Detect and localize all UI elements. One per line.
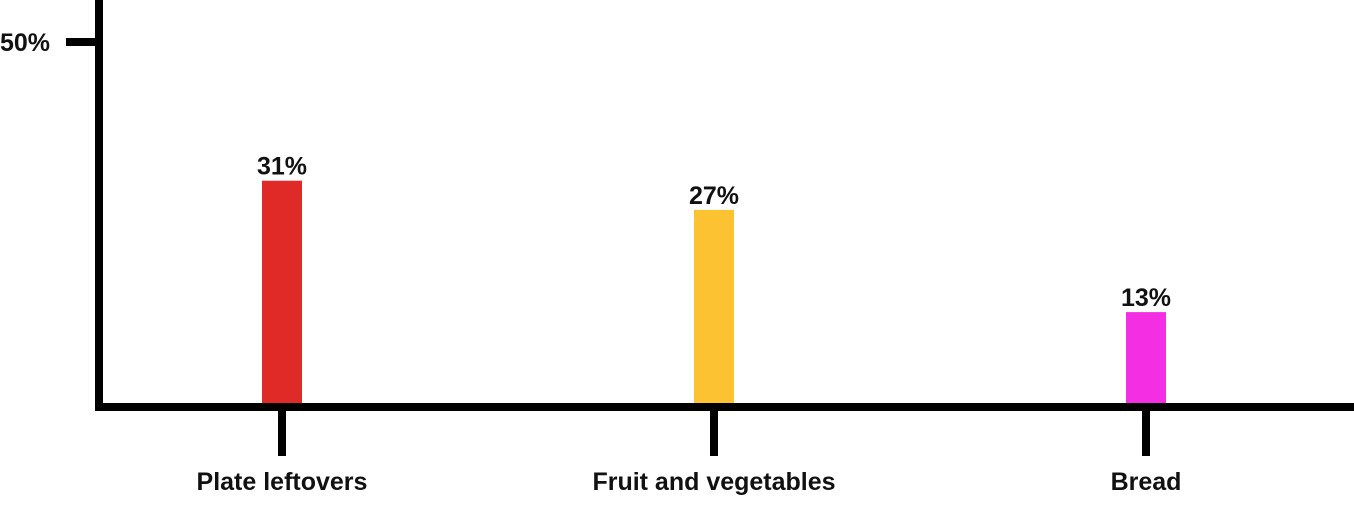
bar [1126,312,1166,403]
bar [262,180,302,403]
axes [66,0,1354,456]
bar [694,209,734,403]
bars [262,180,1166,403]
y-tick-label: 50% [0,29,50,57]
x-tick-label: Bread [1111,468,1182,496]
data-label: 27% [689,182,739,210]
x-tick-label: Plate leftovers [197,468,368,496]
data-label: 13% [1121,284,1171,312]
data-label: 31% [257,153,307,181]
x-tick-label: Fruit and vegetables [592,468,835,496]
labels: 50% 31% Plate leftovers 27% Fruit and vegeta… [0,29,1181,496]
